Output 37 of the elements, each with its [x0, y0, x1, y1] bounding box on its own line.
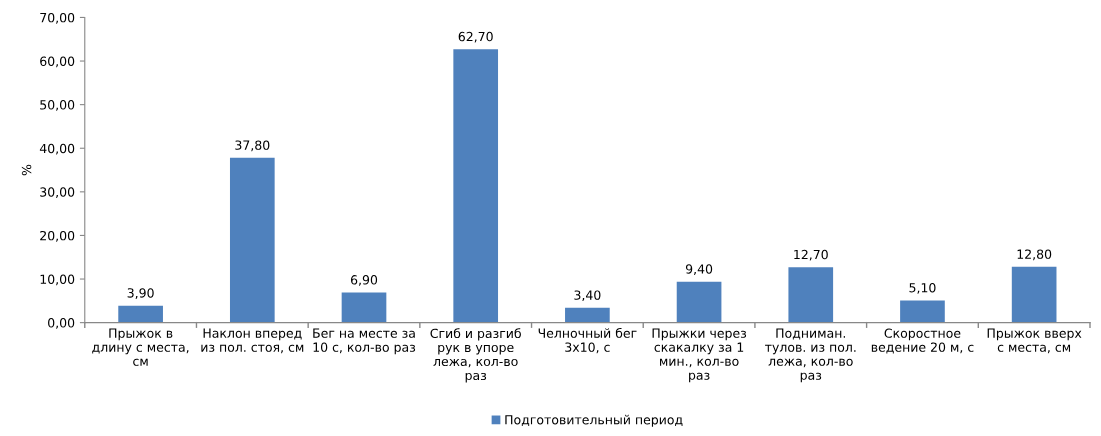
x-tick-label: Сгиб и разгиб рук в упоре лежа, кол-во раз [430, 328, 521, 383]
x-tick-label: Подниман. тулов. из пол. лежа, кол-во раз [765, 328, 856, 383]
data-label: 3,90 [127, 288, 154, 299]
y-tick-label: 70,00 [40, 12, 75, 24]
y-tick-label: 40,00 [39, 143, 75, 155]
data-label: 3,40 [574, 290, 601, 302]
y-tick-label: 20,00 [40, 230, 75, 242]
bar [565, 307, 610, 323]
x-tick-label: Прыжок в длину с места, см [92, 328, 189, 366]
bar [341, 292, 387, 323]
data-label: 62,70 [458, 31, 493, 43]
y-axis-title: % [21, 164, 32, 176]
data-label: 9,40 [685, 264, 713, 275]
x-tick-label: Прыжки через скакалку за 1 мин., кол-во раз [652, 328, 747, 383]
x-tick-label: Бег на месте за 10 с, кол-во раз [313, 328, 416, 355]
bar [453, 49, 499, 323]
data-label: 6,90 [350, 275, 378, 286]
bar [676, 281, 722, 323]
data-label: 5,10 [909, 282, 936, 294]
data-label: 37,80 [235, 140, 270, 152]
x-tick-label: Челночный бег 3х10, с [538, 327, 637, 354]
bar [900, 300, 945, 323]
y-tick-label: 60,00 [40, 56, 75, 68]
legend-label: Подготовительный период [505, 414, 683, 427]
bar [118, 305, 163, 323]
x-tick-label: Наклон вперед из пол. стоя, см [201, 328, 304, 354]
x-tick-label: Прыжок вверх с места, см [987, 328, 1082, 354]
bar [229, 157, 275, 323]
y-tick-label: 0,00 [48, 318, 75, 329]
y-tick-label: 30,00 [40, 187, 75, 199]
y-tick-label: 10,00 [40, 274, 75, 286]
bar [788, 267, 834, 323]
data-label: 12,80 [1017, 249, 1052, 261]
y-tick-label: 50,00 [40, 100, 75, 111]
bar [1011, 266, 1057, 323]
data-label: 12,70 [794, 249, 828, 261]
x-tick-label: Скоростное ведение 20 м, с [871, 328, 974, 354]
